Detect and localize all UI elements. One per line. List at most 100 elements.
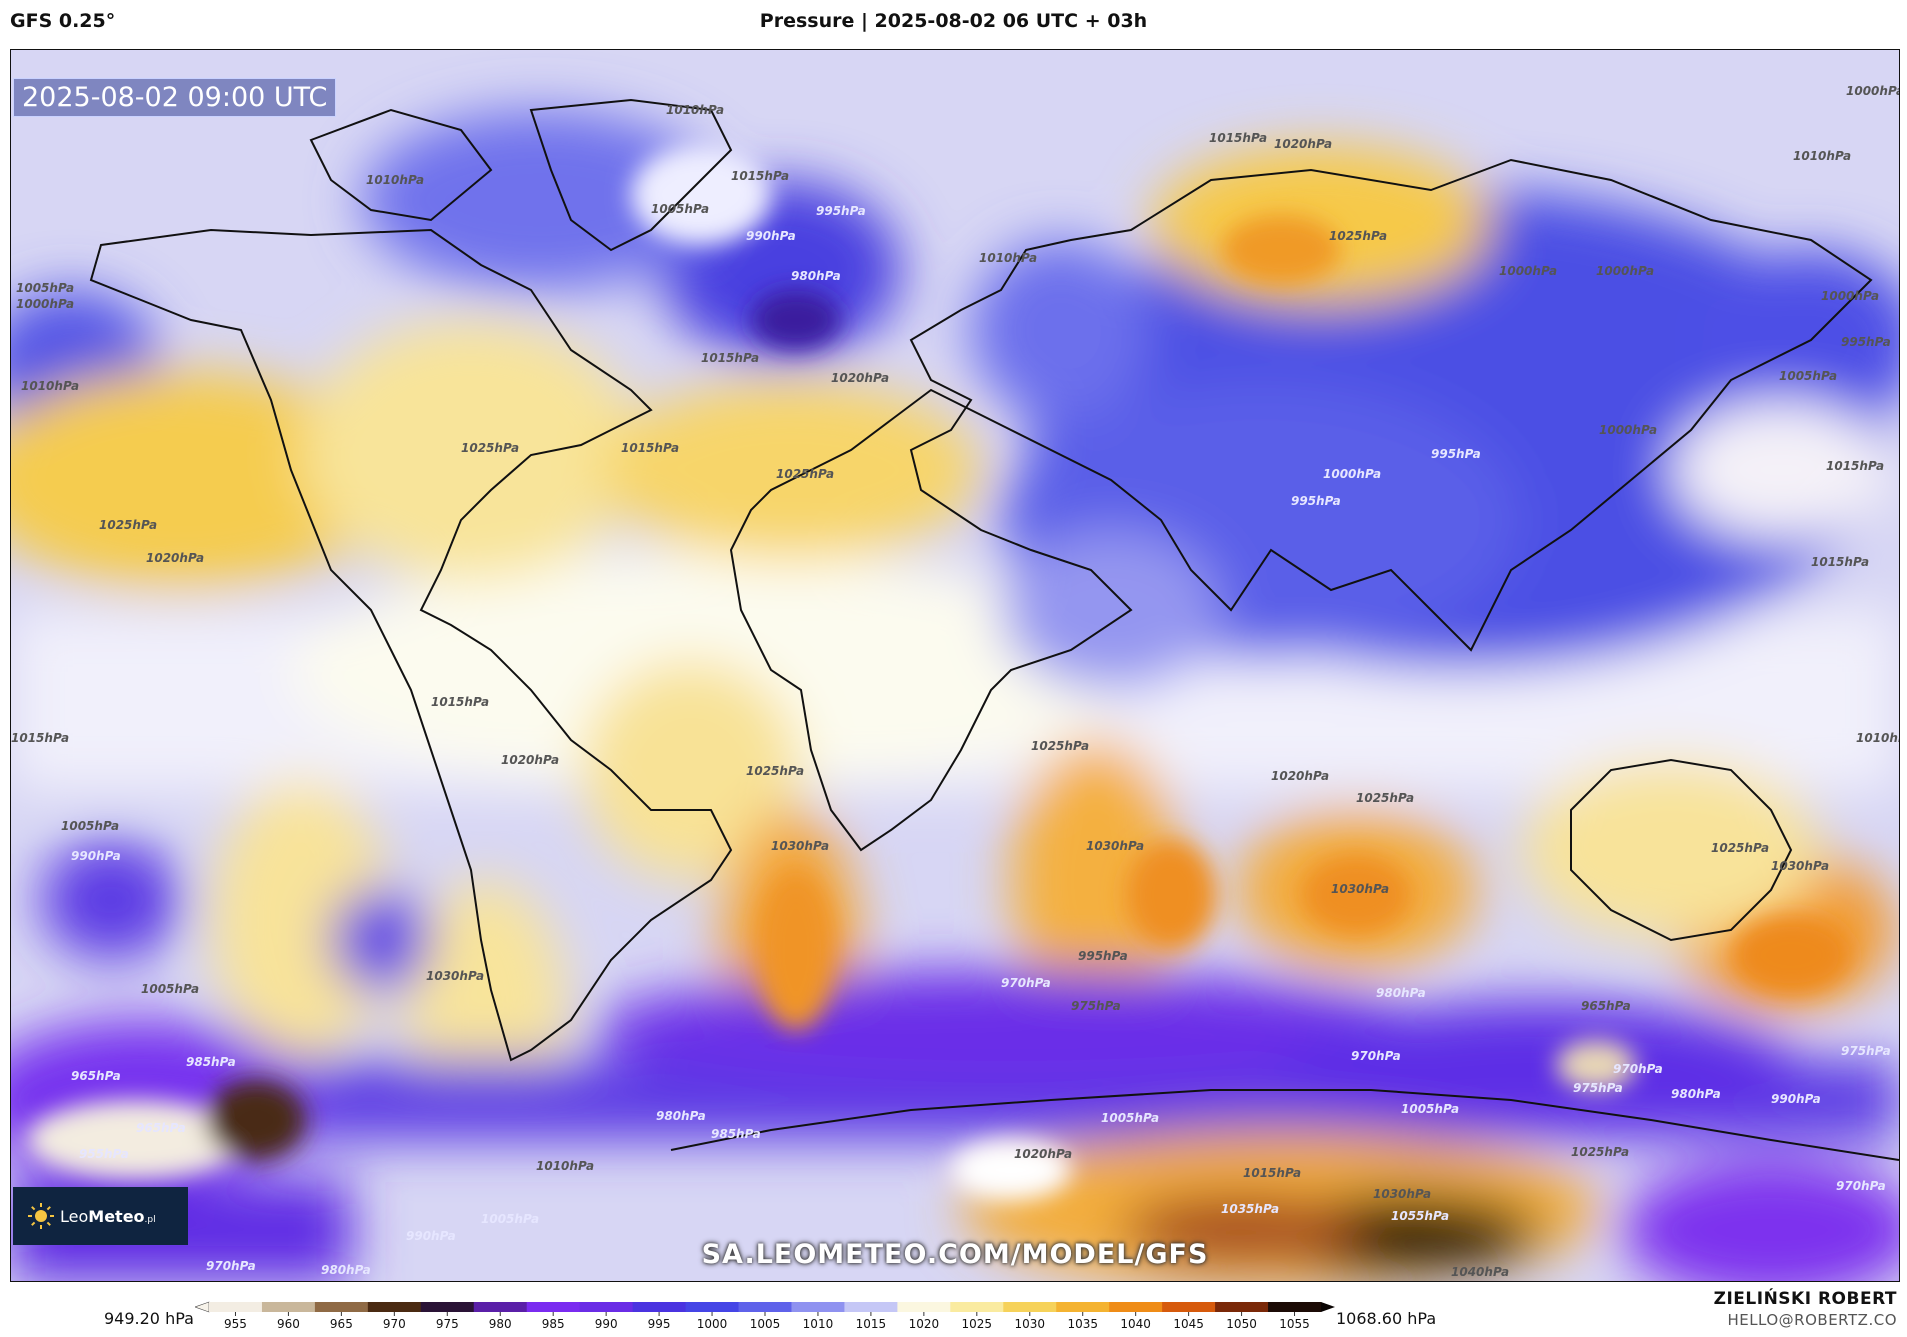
colorbar-cell (1003, 1302, 1057, 1312)
contour-label: 1035hPa (1221, 1202, 1279, 1216)
colorbar-cell (579, 1302, 634, 1312)
colorbar-cell (314, 1302, 369, 1312)
contour-label: 980hPa (791, 269, 841, 283)
contour-label: 975hPa (1841, 1044, 1891, 1058)
contour-label: 1015hPa (11, 731, 69, 745)
contour-label: 1030hPa (1373, 1187, 1431, 1201)
colorbar-tick-label: 1045 (1173, 1317, 1204, 1331)
colorbar-cell (1215, 1302, 1269, 1312)
author-email[interactable]: HELLO@ROBERTZ.CO (1727, 1311, 1897, 1329)
contour-label: 955hPa (79, 1147, 129, 1161)
colorbar-tick-label: 990 (595, 1317, 618, 1331)
contour-labels: 1000hPa 1010hPa 1010hPa 1015hPa 1005hPa … (11, 84, 1899, 1279)
contour-label: 1005hPa (481, 1212, 539, 1226)
colorbar-tick-label: 1015 (856, 1317, 887, 1331)
colorbar-tick-label: 1050 (1226, 1317, 1257, 1331)
contour-label: 1000hPa (1323, 467, 1381, 481)
contour-label: 1015hPa (1243, 1166, 1301, 1180)
contour-label: 1020hPa (1271, 769, 1329, 783)
contour-label: 1005hPa (16, 281, 74, 295)
contour-label: 965hPa (136, 1121, 186, 1135)
colorbar-tick-label: 1030 (1014, 1317, 1045, 1331)
colorbar-ticks: 955 960 965 970 975 980 985 990 995 1000 1005 1010 1… (224, 1312, 1310, 1331)
leometeo-logo[interactable]: LeoMeteo.pl (13, 1187, 188, 1245)
colorbar-cell (209, 1302, 263, 1312)
contour-label: 1015hPa (1209, 131, 1267, 145)
contour-label: 980hPa (1671, 1087, 1721, 1101)
colorbar-cell (1109, 1302, 1163, 1312)
contour-label: 1005hPa (141, 982, 199, 996)
colorbar-cell (1056, 1302, 1110, 1312)
contour-label: 990hPa (746, 229, 796, 243)
contour-label: 990hPa (406, 1229, 456, 1243)
brand-prefix: Leo (60, 1206, 89, 1226)
colorbar-tick-label: 960 (277, 1317, 300, 1331)
contour-label: 1000hPa (1499, 264, 1557, 278)
contour-label: 1015hPa (1811, 555, 1869, 569)
contour-label: 1030hPa (1771, 859, 1829, 873)
valid-time-badge: 2025-08-02 09:00 UTC (13, 78, 337, 117)
colorbar-cell (367, 1302, 422, 1312)
contour-label: 985hPa (711, 1127, 761, 1141)
colorbar-extend-max (1321, 1302, 1335, 1312)
colorbar-tick-label: 1020 (909, 1317, 940, 1331)
colorbar-max-label: 1068.60 hPa (1336, 1309, 1437, 1328)
colorbar-cell (473, 1302, 528, 1312)
contour-label: 965hPa (71, 1069, 121, 1083)
contour-label: 995hPa (1431, 447, 1481, 461)
map-title: Pressure | 2025-08-02 06 UTC + 03h (759, 10, 1148, 32)
contour-label: 1010hPa (536, 1159, 594, 1173)
contour-label: 1020hPa (831, 371, 889, 385)
colorbar-min-label: 949.20 hPa (104, 1309, 194, 1328)
colorbar-cell (685, 1302, 740, 1312)
contour-label: 970hPa (1613, 1062, 1663, 1076)
contour-label: 1030hPa (771, 839, 829, 853)
contour-label: 970hPa (1001, 976, 1051, 990)
contour-label: 995hPa (1841, 335, 1891, 349)
contour-label: 1015hPa (621, 441, 679, 455)
contour-label: 1010hPa (366, 173, 424, 187)
brand-text: LeoMeteo.pl (60, 1207, 156, 1226)
colorbar-tick-label: 985 (542, 1317, 565, 1331)
contour-label: 975hPa (1071, 999, 1121, 1013)
colorbar-cell (897, 1302, 951, 1312)
contour-label: 1025hPa (1356, 791, 1414, 805)
contour-label: 1025hPa (99, 518, 157, 532)
contour-label: 1000hPa (1596, 264, 1654, 278)
colorbar-cell (1268, 1302, 1322, 1312)
brand-name: Meteo (88, 1206, 145, 1226)
contour-label: 1000hPa (1821, 289, 1879, 303)
contour-label: 1030hPa (426, 969, 484, 983)
colorbar-cell (791, 1302, 845, 1312)
contour-label: 1015hPa (701, 351, 759, 365)
contour-label: 995hPa (1078, 949, 1128, 963)
contour-label: 990hPa (71, 849, 121, 863)
contour-label: 1005hPa (61, 819, 119, 833)
colorbar-tick-label: 970 (383, 1317, 406, 1331)
contour-label: 970hPa (1351, 1049, 1401, 1063)
contour-label: 1010hPa (666, 103, 724, 117)
contour-label: 1010hPa (1856, 731, 1899, 745)
contour-label: 1000hPa (1846, 84, 1899, 98)
contour-label: 1025hPa (1571, 1145, 1629, 1159)
contour-label: 1025hPa (746, 764, 804, 778)
contour-label: 1005hPa (1779, 369, 1837, 383)
contour-label: 1000hPa (1599, 423, 1657, 437)
colorbar-cell (526, 1302, 581, 1312)
brand-suffix: .pl (144, 1214, 156, 1225)
contour-label: 1020hPa (1274, 137, 1332, 151)
colorbar-tick-label: 1055 (1279, 1317, 1310, 1331)
contour-label: 1030hPa (1086, 839, 1144, 853)
contour-label: 965hPa (1581, 999, 1631, 1013)
colorbar-extend-min (195, 1301, 210, 1313)
contour-label: 1010hPa (1793, 149, 1851, 163)
contour-label: 1020hPa (1014, 1147, 1072, 1161)
colorbar-tick-label: 955 (224, 1317, 247, 1331)
pressure-centers (26, 145, 1851, 1200)
pressure-map[interactable]: 1000hPa 1010hPa 1010hPa 1015hPa 1005hPa … (10, 49, 1900, 1282)
coastlines (89, 98, 1899, 1161)
colorbar-cell (632, 1302, 687, 1312)
colorbar-tick-label: 1040 (1120, 1317, 1151, 1331)
colorbar-cell (950, 1302, 1004, 1312)
colorbar-tick-label: 995 (648, 1317, 671, 1331)
